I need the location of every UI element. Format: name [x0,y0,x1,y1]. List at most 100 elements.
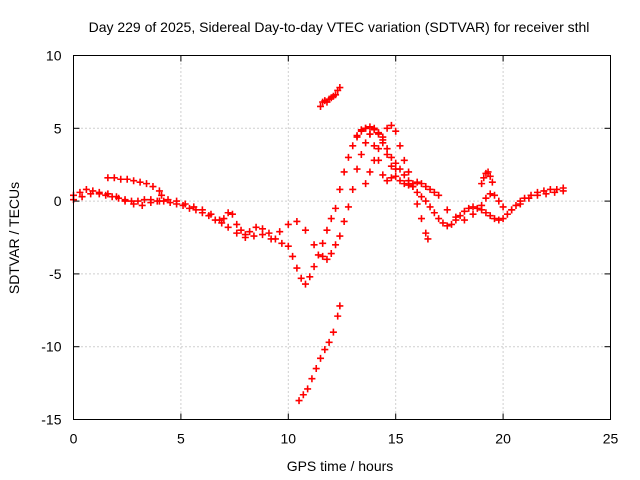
data-point [353,132,361,140]
data-point [340,217,348,225]
data-point [301,280,309,288]
data-point [473,204,481,212]
data-point [396,177,404,185]
data-point [332,91,340,99]
series-side-loop-14h [353,124,400,185]
data-point [140,196,148,204]
data-point [87,190,95,198]
data-point [155,187,163,195]
data-point [383,177,391,185]
data-point [443,206,451,214]
data-point [237,226,245,234]
data-point [383,151,391,159]
data-point [185,204,193,212]
data-point [400,156,408,164]
y-tick-label: -5 [49,266,62,282]
data-point [559,187,567,195]
data-point [439,219,447,227]
data-point [312,365,320,373]
data-point [327,215,335,223]
data-point [82,185,90,193]
data-point [110,174,118,182]
data-point [491,215,499,223]
plot-frame [73,55,611,420]
data-point [319,239,327,247]
data-point [469,203,477,211]
data-point [417,193,425,201]
data-point [503,210,511,218]
data-point [478,180,486,188]
data-point [233,229,241,237]
data-point [370,126,378,134]
data-point [430,188,438,196]
data-point [310,241,318,249]
data-point [241,234,249,241]
data-point [301,226,309,234]
data-point [252,223,260,231]
data-point [392,127,400,135]
x-tick-label: 5 [177,431,185,447]
data-point [422,229,430,237]
grid-layer [73,55,611,420]
data-point [332,241,340,249]
data-point [344,153,352,161]
data-point [387,162,395,170]
data-point [112,193,120,201]
data-point [284,242,292,250]
data-point [482,209,490,217]
data-point [512,201,520,209]
data-point [293,217,301,225]
data-point [224,223,232,231]
data-point [417,215,425,223]
data-point [422,197,430,205]
data-point [375,130,383,138]
data-point [499,215,507,223]
data-point [207,210,215,218]
data-point [259,231,267,239]
data-point [246,228,254,236]
x-tick-label: 0 [70,431,78,447]
data-point [488,178,496,186]
data-point [516,200,524,208]
data-point [387,174,395,182]
data-point [375,145,383,153]
data-point [344,203,352,211]
data-point [334,312,342,320]
data-point [508,206,516,214]
data-point [76,188,84,196]
data-point [155,197,163,205]
data-point [310,263,318,271]
data-point [422,183,430,191]
data-point [484,168,492,176]
data-point [149,183,157,191]
data-point [349,142,357,150]
data-point [323,226,331,234]
data-point [321,346,329,354]
data-point [392,172,400,180]
data-point [314,251,322,259]
series-outlier-high [317,84,344,110]
data-point [332,204,340,212]
data-point [486,190,494,198]
data-point [495,216,503,224]
data-point [336,232,344,240]
data-point [405,168,413,176]
y-tick-label: -10 [41,339,61,355]
series-outlier-low [295,302,344,405]
data-point [409,183,417,191]
data-point [375,156,383,164]
chart-title: Day 229 of 2025, Sidereal Day-to-day VTE… [89,19,590,35]
data-point [460,207,468,215]
axis-layer: 0 5 10 15 20 25 -15 -10 -5 0 5 10 [41,48,618,447]
data-point [435,215,443,223]
data-point [551,188,559,196]
data-point [349,185,357,193]
data-point [78,193,86,201]
y-tick-label: 10 [46,48,62,64]
data-point [362,124,370,132]
data-point [104,174,112,182]
data-point [460,216,468,224]
data-point [304,385,312,393]
data-point [340,168,348,176]
